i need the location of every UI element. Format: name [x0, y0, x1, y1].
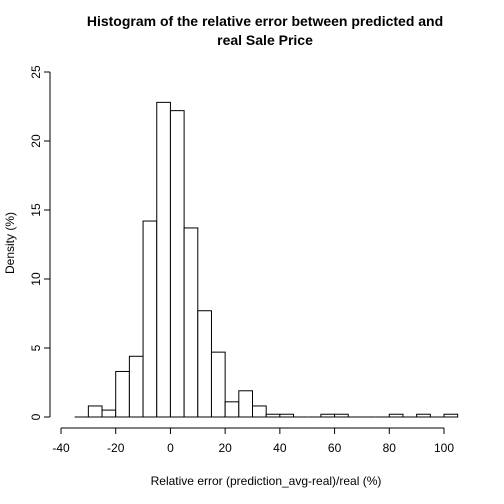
histogram-bar	[265, 413, 281, 418]
histogram-bar	[334, 413, 349, 418]
y-tick-label: 20	[29, 134, 43, 148]
x-tick-label: 40	[273, 441, 287, 455]
x-tick-label: 80	[383, 441, 397, 455]
histogram-bar	[320, 413, 336, 418]
histogram-bar	[128, 355, 144, 418]
y-tick-label: 10	[29, 272, 43, 286]
histogram-bar	[169, 110, 185, 418]
chart-title-line2: real Sale Price	[217, 32, 313, 48]
histogram-bar	[87, 405, 103, 418]
y-axis: 0 5 10 15 20 25	[29, 65, 51, 420]
y-tick-label: 5	[29, 344, 43, 351]
histogram-bar	[388, 413, 404, 418]
x-tick-label: -20	[107, 441, 125, 455]
x-tick-label: 60	[328, 441, 342, 455]
x-tick-label: 100	[434, 441, 454, 455]
histogram-bar	[197, 310, 212, 418]
histogram-bar	[142, 220, 158, 418]
y-tick-label: 25	[29, 65, 43, 79]
histogram-bar	[416, 413, 431, 418]
y-axis-label: Density (%)	[3, 212, 17, 274]
y-tick-label: 0	[29, 413, 43, 420]
histogram-bar	[238, 390, 254, 418]
histogram-bar	[252, 405, 267, 418]
x-tick-label: 0	[167, 441, 174, 455]
histogram-bar	[101, 409, 117, 418]
histogram-bar	[183, 227, 199, 418]
x-axis-label: Relative error (prediction_avg-real)/rea…	[151, 474, 382, 488]
chart-title-line1: Histogram of the relative error between …	[87, 13, 443, 29]
x-tick-label: -40	[52, 441, 70, 455]
y-tick-label: 15	[29, 203, 43, 217]
histogram-bar	[224, 401, 240, 418]
histogram-bar	[115, 370, 130, 418]
histogram-bar	[210, 351, 226, 418]
histogram-bar	[156, 101, 171, 418]
histogram-bar	[279, 413, 295, 418]
histogram-bar	[443, 413, 459, 418]
x-axis: -40 -20 0 20 40 60 80 100	[52, 427, 454, 455]
histogram-bars	[74, 101, 459, 418]
x-tick-label: 20	[218, 441, 232, 455]
